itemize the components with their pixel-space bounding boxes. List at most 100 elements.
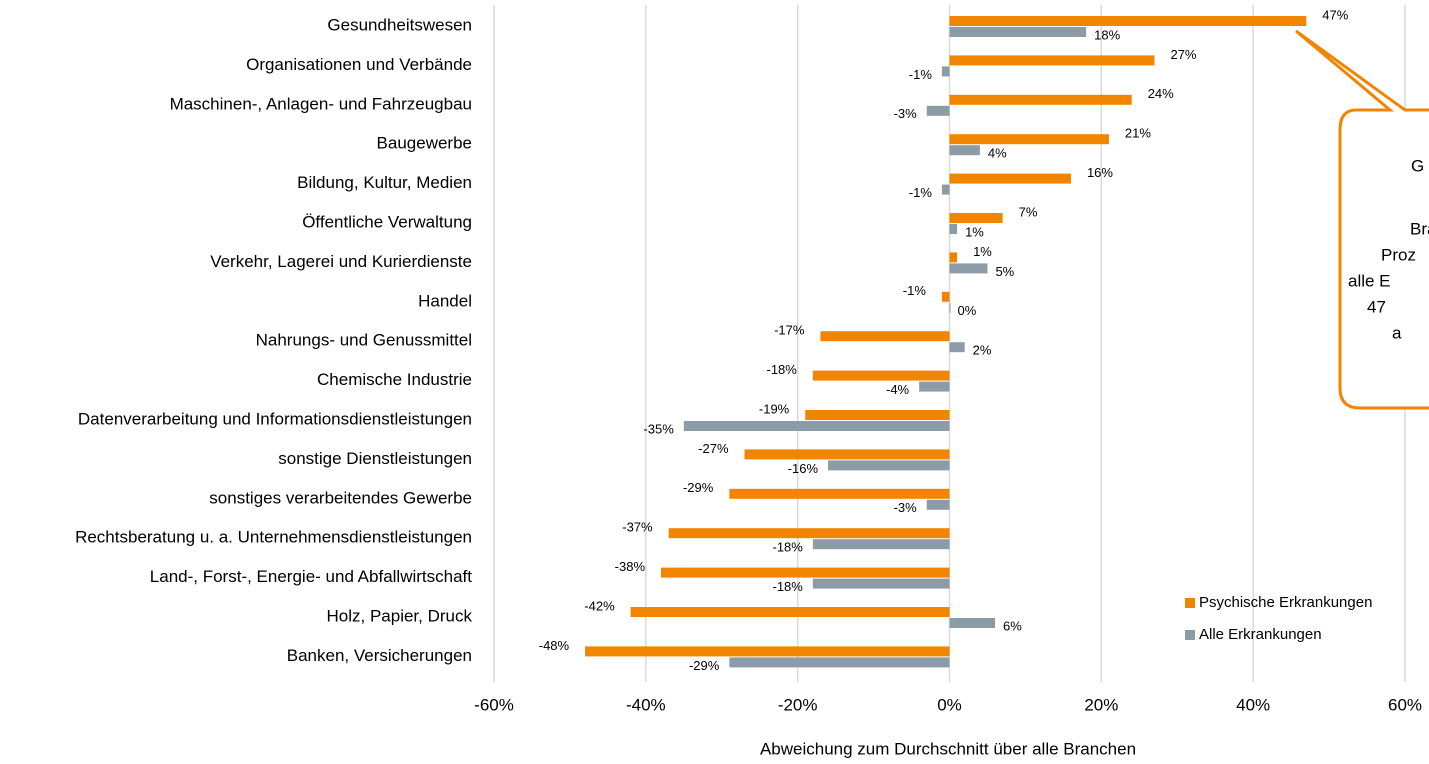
x-tick-label: -40% bbox=[626, 695, 666, 714]
data-label: -19% bbox=[759, 401, 790, 416]
legend-swatch bbox=[1185, 598, 1195, 608]
bar bbox=[820, 331, 950, 342]
data-label: 6% bbox=[1003, 618, 1022, 633]
bar bbox=[941, 184, 950, 195]
data-label: 16% bbox=[1087, 165, 1113, 180]
y-tick-label: sonstige Dienstleistungen bbox=[278, 449, 472, 468]
legend-label: Psychische Erkrankungen bbox=[1199, 594, 1372, 611]
y-tick-label: sonstiges verarbeitendes Gewerbe bbox=[209, 488, 472, 507]
callout-text: a bbox=[1392, 323, 1402, 342]
bar bbox=[585, 646, 950, 657]
bar bbox=[949, 94, 1132, 105]
callout-text: G bbox=[1411, 156, 1424, 175]
data-label: -18% bbox=[766, 362, 797, 377]
x-tick-label: 40% bbox=[1236, 695, 1270, 714]
bar bbox=[941, 291, 950, 302]
bar bbox=[949, 302, 951, 313]
bar bbox=[668, 528, 950, 539]
bar bbox=[729, 488, 950, 499]
callout bbox=[1295, 29, 1429, 410]
data-label: 4% bbox=[988, 146, 1007, 161]
data-label: -18% bbox=[772, 579, 803, 594]
y-tick-label: Land-, Forst-, Energie- und Abfallwirtsc… bbox=[150, 567, 472, 586]
x-tick-label: 60% bbox=[1388, 695, 1422, 714]
callout-text: Bra bbox=[1410, 219, 1429, 238]
bar bbox=[949, 263, 988, 274]
bar bbox=[812, 370, 950, 381]
x-tick-label: 20% bbox=[1084, 695, 1118, 714]
y-tick-label: Öffentliche Verwaltung bbox=[302, 212, 472, 231]
data-label: -17% bbox=[774, 323, 805, 338]
data-label: -1% bbox=[903, 283, 927, 298]
data-label: -42% bbox=[584, 598, 615, 613]
data-label: -29% bbox=[683, 480, 714, 495]
bar bbox=[949, 134, 1109, 145]
bar bbox=[805, 410, 950, 420]
x-axis-title: Abweichung zum Durchschnitt über alle Br… bbox=[760, 739, 1136, 758]
y-tick-label: Gesundheitswesen bbox=[327, 15, 472, 34]
data-label: 21% bbox=[1125, 126, 1151, 141]
bar bbox=[949, 173, 1071, 184]
y-tick-label: Holz, Papier, Druck bbox=[327, 606, 473, 625]
y-tick-label: Maschinen-, Anlagen- und Fahrzeugbau bbox=[170, 94, 472, 113]
y-tick-label: Handel bbox=[418, 291, 472, 310]
y-tick-label: Baugewerbe bbox=[377, 134, 472, 153]
bar bbox=[941, 66, 950, 77]
bar bbox=[949, 145, 980, 156]
data-label: -1% bbox=[909, 185, 933, 200]
bar bbox=[949, 224, 958, 234]
data-label: -1% bbox=[909, 67, 933, 82]
bar bbox=[683, 421, 950, 431]
data-label: -27% bbox=[698, 441, 729, 456]
data-label: 27% bbox=[1170, 47, 1196, 62]
data-label: -37% bbox=[622, 520, 653, 535]
data-label: -48% bbox=[539, 638, 570, 653]
data-label: -4% bbox=[886, 382, 910, 397]
data-label: -29% bbox=[689, 658, 720, 673]
bar bbox=[949, 55, 1155, 66]
data-label: 2% bbox=[973, 343, 992, 358]
y-tick-label: Nahrungs- und Genussmittel bbox=[256, 331, 472, 350]
data-label: -18% bbox=[772, 540, 803, 555]
data-label: 24% bbox=[1148, 86, 1174, 101]
bar bbox=[949, 27, 1087, 37]
bar bbox=[812, 539, 950, 550]
bar bbox=[949, 213, 1003, 223]
y-tick-label: Rechtsberatung u. a. Unternehmensdienstl… bbox=[75, 528, 472, 547]
data-label: 7% bbox=[1019, 204, 1038, 219]
bar bbox=[630, 607, 950, 617]
data-label: 47% bbox=[1322, 7, 1348, 22]
x-tick-label: 0% bbox=[937, 695, 962, 714]
bar bbox=[812, 578, 950, 589]
bar bbox=[926, 499, 950, 510]
y-tick-label: Datenverarbeitung und Informationsdienst… bbox=[78, 409, 472, 428]
callout-text: Proz bbox=[1381, 245, 1416, 264]
bar bbox=[949, 618, 996, 628]
y-tick-label: Bildung, Kultur, Medien bbox=[297, 173, 472, 192]
bar bbox=[949, 252, 958, 263]
bar bbox=[828, 460, 950, 471]
data-label: -38% bbox=[615, 559, 646, 574]
data-label: -3% bbox=[894, 500, 918, 515]
data-label: 1% bbox=[965, 224, 984, 239]
bar bbox=[661, 567, 950, 578]
y-tick-label: Organisationen und Verbände bbox=[246, 55, 472, 74]
bar bbox=[926, 105, 950, 116]
bar bbox=[949, 16, 1307, 26]
bar bbox=[949, 342, 965, 353]
data-label: 1% bbox=[973, 244, 992, 259]
legend-swatch bbox=[1185, 630, 1195, 640]
y-tick-label: Banken, Versicherungen bbox=[287, 646, 472, 665]
data-label: 18% bbox=[1094, 27, 1120, 42]
data-label: 5% bbox=[995, 264, 1014, 279]
bar bbox=[729, 657, 950, 668]
bar bbox=[919, 381, 950, 392]
data-label: -35% bbox=[643, 421, 674, 436]
callout-text: 47 bbox=[1367, 297, 1386, 316]
x-tick-label: -60% bbox=[474, 695, 514, 714]
y-tick-label: Verkehr, Lagerei und Kurierdienste bbox=[210, 252, 472, 271]
data-label: -16% bbox=[788, 461, 819, 476]
bar bbox=[744, 449, 950, 460]
